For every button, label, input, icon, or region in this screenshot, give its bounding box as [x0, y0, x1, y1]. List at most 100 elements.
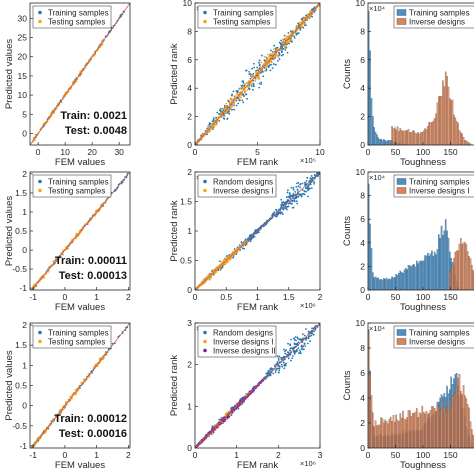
x-tick-label: 0 — [366, 292, 371, 302]
random-point — [280, 198, 283, 201]
hist-bar-inverse — [400, 417, 403, 448]
random-point — [283, 350, 286, 353]
testing-point — [217, 116, 220, 118]
hist-bar-inverse — [457, 122, 459, 145]
y-tick-label: 3 — [187, 318, 192, 328]
random-point — [280, 211, 283, 214]
random-point — [286, 191, 289, 194]
train-error-label: Train: 0.00012 — [54, 413, 127, 425]
y-tick-label: 10 — [183, 0, 193, 8]
hist-bar-inverse — [458, 243, 461, 290]
x-tick-label: 0 — [193, 147, 198, 157]
training-point — [242, 101, 245, 104]
testing-point — [84, 223, 86, 226]
inverse-ii-point — [223, 420, 226, 423]
hist-bar-inverse — [465, 244, 468, 290]
hist-bar-training — [447, 237, 450, 290]
y-tick-label: 0.5 — [15, 226, 27, 236]
y-tick-label: 4 — [187, 83, 192, 93]
random-point — [313, 182, 315, 185]
y-tick-label: -1 — [19, 441, 27, 451]
testing-point — [309, 10, 312, 13]
testing-point — [270, 61, 273, 64]
hist-bar-inverse — [453, 114, 455, 145]
hist-bar-training — [392, 277, 395, 290]
hist-bar-inverse — [392, 128, 395, 145]
random-point — [297, 195, 300, 198]
testing-point — [264, 70, 266, 72]
testing-point — [52, 260, 55, 263]
hist-bar-training — [399, 270, 402, 290]
plot-area — [195, 172, 320, 290]
random-point — [291, 200, 294, 203]
training-point — [208, 123, 211, 126]
inverse-i-point — [214, 424, 217, 426]
training-point — [277, 59, 279, 62]
training-point — [283, 34, 286, 37]
testing-point — [284, 44, 287, 47]
x-tick-label: 0 — [36, 147, 41, 157]
testing-point — [244, 90, 247, 93]
hist-bar-inverse — [431, 122, 433, 145]
hist-bar-inverse — [447, 410, 450, 448]
legend-swatch — [396, 187, 407, 194]
hist-bar-inverse — [373, 426, 375, 448]
hist-bar-inverse — [372, 412, 374, 448]
random-point — [281, 201, 283, 204]
y-tick-label: 2 — [187, 112, 192, 122]
random-point — [243, 247, 245, 250]
x-tick-label: 100 — [416, 450, 430, 460]
hist-bar-inverse — [376, 425, 378, 448]
random-point — [280, 358, 283, 361]
testing-point — [265, 57, 268, 60]
random-point — [300, 344, 303, 347]
legend-marker — [203, 330, 207, 335]
y-tick-label: 6 — [360, 214, 365, 224]
y-tick-label: 2 — [187, 167, 192, 177]
testing-point — [95, 209, 98, 212]
random-point — [284, 364, 287, 367]
training-point — [269, 69, 272, 72]
testing-point — [33, 139, 36, 142]
testing-point — [240, 88, 243, 91]
plot-area — [195, 3, 320, 145]
y-tick-label: 0.5 — [15, 381, 27, 391]
legend-box — [32, 325, 112, 349]
testing-point — [243, 86, 246, 89]
hist-bar-training — [446, 230, 448, 290]
y-tick-label: 4 — [360, 83, 365, 93]
hist-bar-inverse — [411, 413, 414, 448]
training-point — [300, 18, 303, 21]
training-point — [282, 53, 285, 56]
hist-bar-inverse — [414, 132, 417, 145]
random-point — [297, 181, 300, 184]
hist-bar-training — [370, 248, 373, 290]
testing-point — [233, 102, 236, 105]
hist-bar-inverse — [433, 408, 436, 448]
random-point — [249, 234, 251, 237]
y-axis-label: Counts — [342, 216, 353, 246]
training-point — [258, 68, 261, 71]
training-point — [233, 108, 236, 111]
random-point — [299, 352, 302, 355]
y-tick-label: 0 — [187, 285, 192, 295]
random-point — [308, 187, 311, 190]
random-point — [290, 202, 293, 205]
random-point — [281, 365, 283, 368]
hist-bar-inverse — [424, 413, 426, 448]
testing-point — [83, 378, 85, 381]
legend-marker — [38, 10, 42, 15]
testing-point — [266, 65, 268, 68]
random-point — [249, 240, 252, 243]
testing-point — [276, 47, 279, 50]
x-axis-label: FEM values — [55, 460, 105, 471]
random-point — [313, 174, 316, 176]
random-point — [304, 345, 307, 347]
legend-entry: Random designs — [213, 329, 273, 338]
hist-bar-inverse — [466, 251, 469, 290]
test-error-label: Test: 0.0048 — [65, 125, 127, 137]
hist-bar-inverse — [433, 118, 436, 145]
training-point — [232, 90, 235, 93]
random-point — [310, 334, 313, 337]
testing-point — [221, 107, 224, 110]
